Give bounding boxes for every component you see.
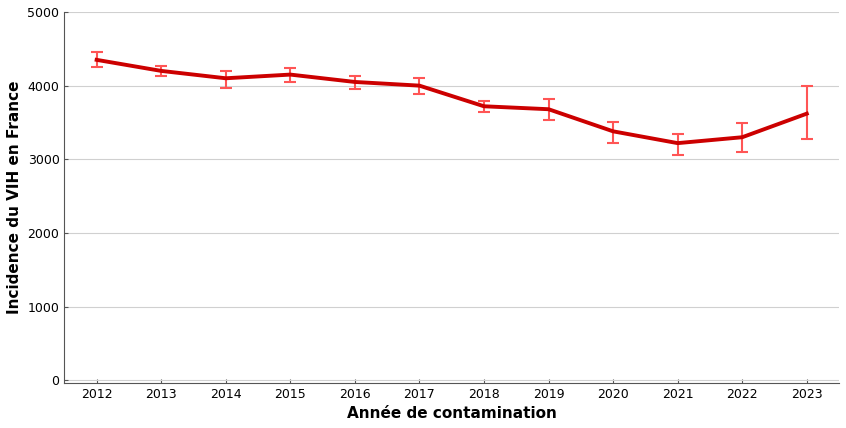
Y-axis label: Incidence du VIH en France: Incidence du VIH en France — [7, 80, 22, 314]
X-axis label: Année de contamination: Année de contamination — [347, 406, 557, 421]
